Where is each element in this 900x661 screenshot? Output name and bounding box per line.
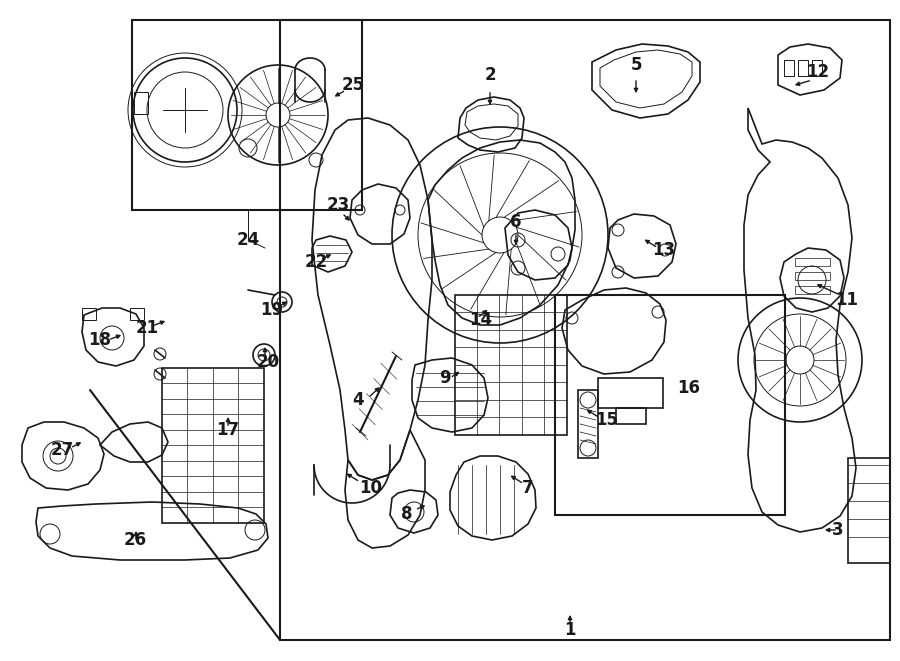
Text: 3: 3 [832, 521, 844, 539]
Bar [798, 60, 808, 76]
Text: 2: 2 [484, 66, 496, 84]
Text: 26: 26 [123, 531, 147, 549]
Text: 15: 15 [596, 411, 618, 429]
Bar [134, 92, 148, 114]
Bar [130, 308, 144, 320]
Text: 24: 24 [237, 231, 259, 249]
Bar [82, 308, 96, 320]
Text: 11: 11 [835, 291, 859, 309]
Text: 13: 13 [652, 241, 676, 259]
Text: 6: 6 [510, 213, 522, 231]
Text: 21: 21 [135, 319, 158, 337]
Text: 22: 22 [304, 253, 328, 271]
Bar [598, 378, 663, 408]
Text: 18: 18 [88, 331, 112, 349]
Bar [795, 258, 830, 266]
Text: 1: 1 [564, 621, 576, 639]
Text: 9: 9 [439, 369, 451, 387]
Bar [280, 20, 890, 640]
Bar [132, 20, 362, 210]
Text: 27: 27 [50, 441, 74, 459]
Text: 10: 10 [359, 479, 382, 497]
Text: 5: 5 [630, 56, 642, 74]
Text: 14: 14 [470, 311, 492, 329]
Text: 20: 20 [256, 353, 280, 371]
Text: 17: 17 [216, 421, 239, 439]
Bar [848, 458, 890, 563]
Bar [455, 295, 567, 435]
Text: 8: 8 [401, 505, 413, 523]
Text: 16: 16 [678, 379, 700, 397]
Bar [795, 286, 830, 294]
Bar [795, 272, 830, 280]
Bar [555, 295, 785, 515]
Text: 4: 4 [352, 391, 364, 409]
Bar [162, 368, 264, 523]
Bar [616, 408, 646, 424]
Bar [812, 60, 822, 76]
Text: 19: 19 [260, 301, 284, 319]
Bar [578, 390, 598, 458]
Text: 12: 12 [806, 63, 830, 81]
Text: 25: 25 [341, 76, 365, 94]
Text: 7: 7 [522, 479, 534, 497]
Text: 23: 23 [327, 196, 349, 214]
Bar [784, 60, 794, 76]
